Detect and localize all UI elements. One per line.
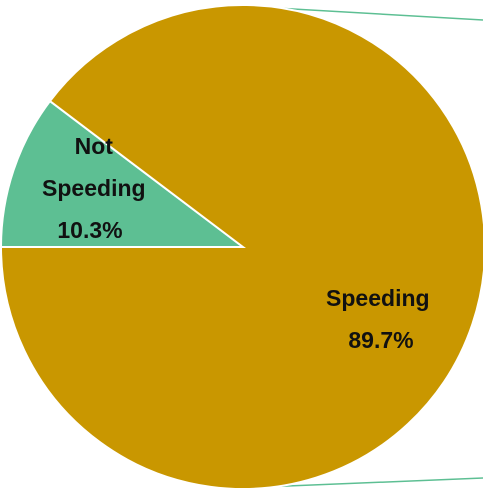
slice-label-speeding-line-1: Speeding: [326, 285, 430, 311]
slice-label-not-speeding-line-3: 10.3%: [57, 217, 122, 243]
pie-slice-not-speeding: [0, 99, 246, 248]
pie-slices: [0, 4, 483, 489]
slice-label-not-speeding: Not Speeding 10.3%: [42, 133, 152, 243]
slice-label-speeding-line-2: 89.7%: [348, 327, 413, 353]
pie-slice-speeding: [0, 4, 483, 489]
slice-label-not-speeding-line-2: Speeding: [42, 175, 146, 201]
slice-label-speeding: Speeding 89.7%: [326, 285, 436, 353]
slice-label-not-speeding-line-1: Not: [75, 133, 114, 159]
